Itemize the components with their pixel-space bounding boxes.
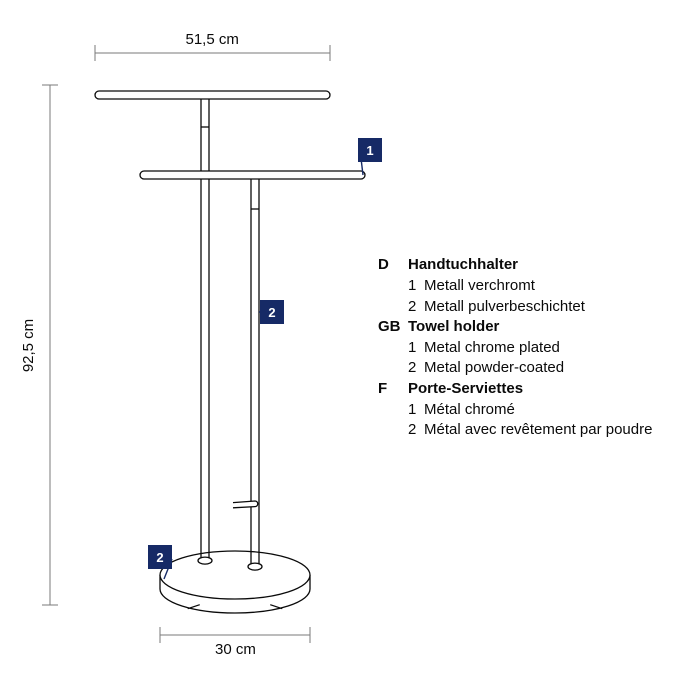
legend-material-no: 2 [408, 420, 424, 440]
legend-material-no: 1 [408, 338, 424, 358]
legend-lang-code: D [378, 255, 408, 275]
dim-base-width-label: 30 cm [215, 641, 256, 658]
legend-material-row: 2Métal avec revêtement par poudre [378, 420, 652, 440]
legend-material-row: 1Metall verchromt [378, 276, 652, 296]
legend-material-no: 2 [408, 358, 424, 378]
legend-lang-title: Porte-Serviettes [408, 380, 523, 397]
legend-material-text: Metall verchromt [424, 277, 535, 294]
legend-material-text: Métal avec revêtement par poudre [424, 421, 652, 438]
legend-material-row: 2Metall pulverbeschichtet [378, 297, 652, 317]
callout-2-base: 2 [148, 545, 172, 569]
diagram-page: { "colors": { "outline": "#0a0a0a", "dim… [0, 0, 700, 700]
legend-material-no: 1 [408, 400, 424, 420]
legend-lang-title: Handtuchhalter [408, 256, 518, 273]
legend-material-text: Metal powder-coated [424, 359, 564, 376]
legend-material-text: Metal chrome plated [424, 339, 560, 356]
legend-material-row: 1Métal chromé [378, 400, 652, 420]
legend-material-no: 1 [408, 276, 424, 296]
callout-2-pole: 2 [260, 300, 284, 324]
legend-lang-row: GBTowel holder [378, 317, 652, 337]
legend-lang-row: FPorte-Serviettes [378, 379, 652, 399]
legend-lang-code: F [378, 379, 408, 399]
legend-material-row: 1Metal chrome plated [378, 338, 652, 358]
legend-lang-title: Towel holder [408, 318, 499, 335]
legend-material-row: 2Metal powder-coated [378, 358, 652, 378]
dim-width-top-label: 51,5 cm [186, 31, 239, 48]
legend-material-text: Metall pulverbeschichtet [424, 298, 585, 315]
legend-material-no: 2 [408, 297, 424, 317]
callout-1: 1 [358, 138, 382, 162]
legend-material-text: Métal chromé [424, 401, 515, 418]
legend-lang-code: GB [378, 317, 408, 337]
legend-lang-row: DHandtuchhalter [378, 255, 652, 275]
materials-legend: DHandtuchhalter1Metall verchromt2Metall … [378, 255, 652, 440]
dim-height-label: 92,5 cm [20, 319, 37, 372]
